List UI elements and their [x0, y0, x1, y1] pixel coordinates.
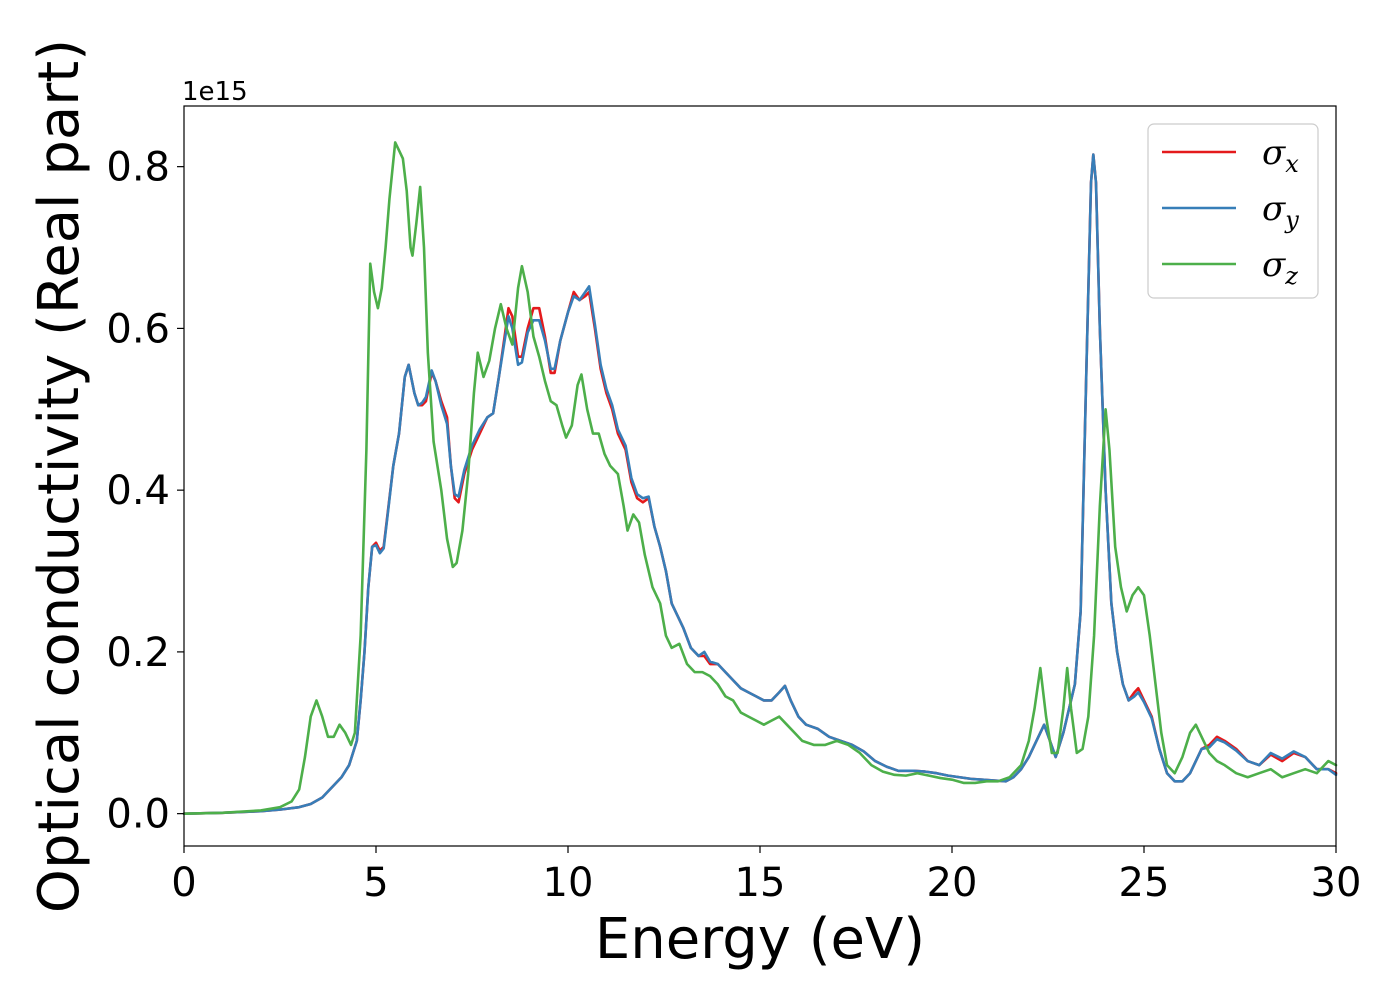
- series-line-y: [182, 153, 1338, 815]
- x-tick-label: 0: [171, 860, 196, 906]
- x-tick-label: 25: [1119, 860, 1170, 906]
- y-tick-label: 0.4: [106, 468, 170, 514]
- legend: σx σy σz: [1147, 123, 1319, 299]
- x-tick-label: 20: [927, 860, 978, 906]
- x-tick-label: 30: [1311, 860, 1362, 906]
- legend-box: [1147, 123, 1319, 299]
- y-axis: 0.0 0.2 0.4 0.6 0.8: [106, 145, 184, 838]
- y-tick-label: 0.2: [106, 630, 170, 676]
- legend-label-y: σy: [1262, 189, 1299, 234]
- x-tick-label: 10: [543, 860, 594, 906]
- y-axis-title: Optical conductivity (Real part): [27, 39, 92, 913]
- x-axis-title: Energy (eV): [595, 907, 925, 972]
- legend-label-z: σz: [1262, 245, 1298, 290]
- x-axis: 0 5 10 15 20 25 30: [171, 846, 1361, 906]
- x-tick-label: 5: [363, 860, 388, 906]
- y-tick-label: 0.0: [106, 792, 170, 838]
- y-tick-label: 0.6: [106, 306, 170, 352]
- x-tick-label: 15: [735, 860, 786, 906]
- y-offset-label: 1e15: [182, 77, 248, 107]
- series-line-z: [182, 141, 1338, 815]
- legend-label-x: σx: [1262, 133, 1299, 178]
- series-layer: [182, 141, 1338, 815]
- y-tick-label: 0.8: [106, 145, 170, 191]
